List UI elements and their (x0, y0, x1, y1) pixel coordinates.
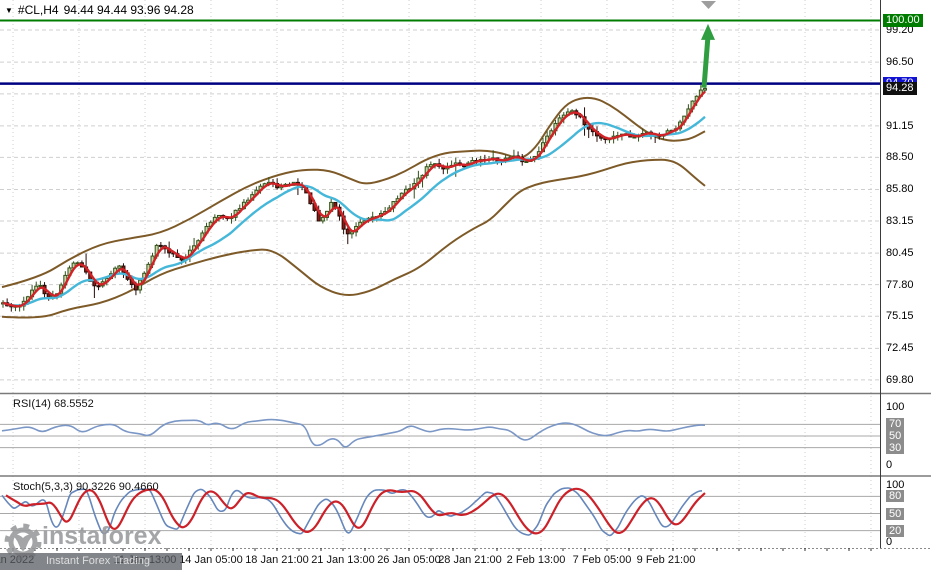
ma-fast-line (2, 90, 706, 308)
price-scale-label: 99.20 (886, 24, 914, 37)
stoch-k-line (1, 487, 703, 537)
main-chart-panel[interactable] (1, 84, 707, 319)
logo-tagline: Instant Forex Trading (46, 555, 150, 567)
ma-slow-line (2, 115, 706, 307)
price-scale-label: 69.80 (886, 373, 914, 386)
price-scale-label: 88.50 (886, 151, 914, 164)
bollinger-upper-band (1, 96, 706, 289)
time-axis-label: 7 Feb 05:00 (572, 554, 632, 566)
price-scale-label: 85.80 (886, 183, 914, 196)
broker-watermark: instaforex Instant Forex Trading (0, 522, 186, 571)
stoch-indicator-label: Stoch(5,3,3) 90.3226 90.4660 (13, 481, 159, 493)
time-axis-label: 18 Jan 21:00 (245, 554, 309, 566)
time-axis-label: 21 Jan 13:00 (311, 554, 375, 566)
logo-strip (0, 553, 182, 570)
stoch-level-badge: 50 (886, 507, 905, 520)
stoch-panel[interactable] (1, 487, 706, 537)
time-axis-label: 26 Jan 05:00 (377, 554, 441, 566)
rsi-level-badge: 50 (886, 430, 905, 442)
price-badge-last: 94.28 (883, 82, 917, 96)
ohlc-values: 94.44 94.44 93.96 94.28 (63, 3, 194, 17)
symbol-dropdown-icon[interactable]: ▼ (5, 5, 13, 15)
stoch-level-badge: 80 (886, 490, 905, 503)
price-scale-label: 96.50 (886, 56, 914, 69)
time-axis-label: 9 Feb 21:00 (636, 554, 696, 566)
stoch-scale-label: 0 (886, 536, 893, 548)
time-axis-label: 2 Feb 13:00 (506, 554, 566, 566)
stoch-d-line (5, 487, 706, 535)
rsi-panel[interactable] (1, 418, 706, 448)
price-scale-label: 91.15 (886, 119, 914, 132)
stoch-scale-label: 100 (886, 479, 905, 491)
up-arrow-annotation[interactable] (701, 23, 715, 88)
price-scale-label: 75.15 (886, 310, 914, 323)
bollinger-lower-band (1, 158, 706, 319)
price-scale-label: 80.45 (886, 247, 914, 260)
time-axis-label: 28 Jan 21:00 (438, 554, 502, 566)
rsi-scale-label: 100 (886, 401, 905, 413)
down-marker-icon[interactable] (701, 1, 716, 9)
price-scale-label: 72.45 (886, 342, 914, 355)
stoch-level-badge: 20 (886, 524, 905, 537)
symbol-period-label: #CL,H4 (17, 3, 59, 17)
rsi-line (1, 418, 706, 448)
price-scale-label: 83.15 (886, 215, 914, 227)
price-scale-label: 77.80 (886, 278, 914, 291)
rsi-scale-label: 0 (886, 459, 893, 471)
instaforex-wordmark: instaforex (42, 522, 162, 550)
grid (0, 0, 880, 547)
rsi-level-badge: 30 (886, 441, 905, 454)
price-badge-resistance: 100.00 (883, 14, 923, 27)
rsi-indicator-label: RSI(14) 68.5552 (13, 398, 94, 410)
rsi-level-badge: 70 (886, 418, 905, 431)
time-axis-label: 14 Jan 05:00 (179, 554, 243, 566)
chart-title: ▼ #CL,H4 94.44 94.44 93.96 94.28 (5, 3, 194, 17)
